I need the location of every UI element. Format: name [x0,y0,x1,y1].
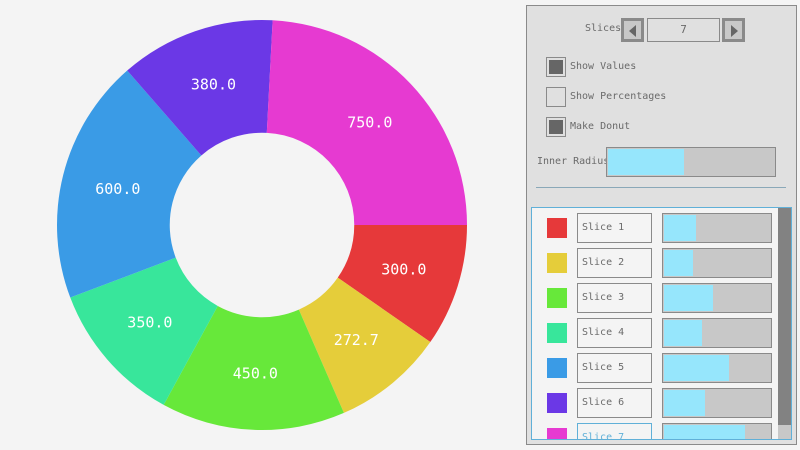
show-percentages-checkbox[interactable] [546,87,566,107]
slice-value-label: 750.0 [347,114,392,132]
slices-label: Slices [585,23,622,34]
slice-row: Slice 4 [532,313,772,348]
slice-6 [127,20,273,156]
slice-5 [57,70,202,298]
scrollbar-thumb[interactable] [778,208,791,425]
slice-value-slider-fill [664,390,706,416]
slice-value-label: 600.0 [95,180,140,198]
inner-radius-label: Inner Radius [537,156,610,167]
slice-color-swatch[interactable] [547,393,567,413]
show-percentages-label: Show Percentages [570,91,667,102]
slice-name-input[interactable]: Slice 5 [577,353,652,383]
slices-decrement-button[interactable] [621,18,644,42]
slice-row: Slice 1 [532,208,772,243]
slice-color-swatch[interactable] [547,253,567,273]
make-donut-label: Make Donut [570,121,631,132]
slice-color-swatch[interactable] [547,288,567,308]
slice-7 [266,20,467,225]
slice-color-swatch[interactable] [547,323,567,343]
slice-name-input[interactable]: Slice 6 [577,388,652,418]
slice-value-slider-fill [664,320,702,346]
slice-value-slider[interactable] [662,423,772,439]
arrow-right-icon [731,25,738,37]
slice-value-slider[interactable] [662,388,772,418]
inner-radius-slider-fill [608,149,684,175]
slice-row: Slice 7 [532,418,772,439]
slice-color-swatch[interactable] [547,358,567,378]
divider [536,187,786,188]
show-values-checkbox[interactable] [546,57,566,77]
slices-increment-button[interactable] [722,18,745,42]
slice-value-slider-fill [664,355,729,381]
list-scrollbar[interactable] [778,208,791,439]
slice-row: Slice 2 [532,243,772,278]
slice-value-slider[interactable] [662,318,772,348]
slice-value-label: 380.0 [191,76,236,94]
slice-1 [337,225,467,343]
slice-value-label: 350.0 [127,314,172,332]
slice-value-slider-fill [664,250,694,276]
slice-value-slider-fill [664,285,713,311]
slice-row: Slice 3 [532,278,772,313]
slice-3 [163,305,344,431]
slice-value-slider[interactable] [662,283,772,313]
slice-color-swatch[interactable] [547,218,567,238]
slice-name-input[interactable]: Slice 4 [577,318,652,348]
settings-panel: Slices 7 Show Values Show Percentages Ma… [526,5,797,445]
make-donut-checkbox[interactable] [546,117,566,137]
slice-value-label: 300.0 [381,260,426,278]
inner-radius-slider[interactable] [606,147,776,177]
slice-value-slider[interactable] [662,353,772,383]
slice-name-input[interactable]: Slice 3 [577,283,652,313]
slice-list: Slice 7 Slice 6 Slice 5 Slice 4 Slice 3 … [531,207,792,440]
slice-2 [298,277,431,413]
slice-name-input[interactable]: Slice 1 [577,213,652,243]
slice-row: Slice 6 [532,383,772,418]
slice-color-swatch[interactable] [547,428,567,439]
slice-value-slider-fill [664,425,745,439]
slice-value-label: 450.0 [233,364,278,382]
donut-chart: 300.0 272.7 450.0 350.0 600.0 380.0 750.0 [57,20,467,431]
slice-row: Slice 5 [532,348,772,383]
arrow-left-icon [629,25,636,37]
slice-value-slider-fill [664,215,697,241]
slice-4 [70,257,218,405]
slice-value-slider[interactable] [662,248,772,278]
slices-value[interactable]: 7 [647,18,720,42]
slice-value-label: 272.7 [334,331,379,349]
slice-value-slider[interactable] [662,213,772,243]
show-values-label: Show Values [570,61,637,72]
slice-name-input[interactable]: Slice 2 [577,248,652,278]
slice-name-input[interactable]: Slice 7 [577,423,652,439]
